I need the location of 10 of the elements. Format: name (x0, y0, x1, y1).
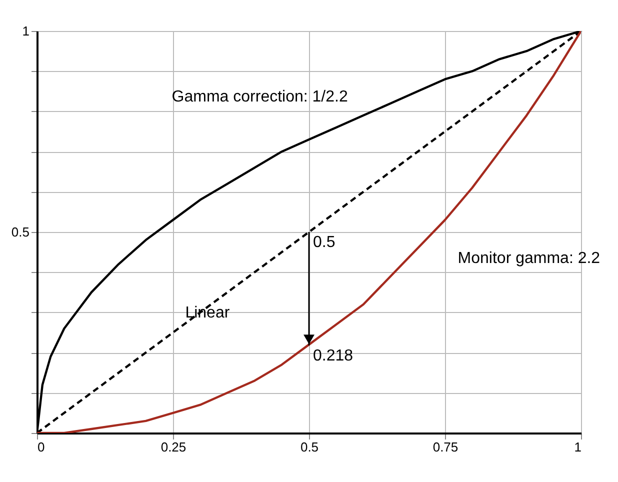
x-tick-label: 0.75 (432, 440, 458, 454)
x-tick-label: 0.5 (300, 440, 319, 454)
series-label: Linear (185, 304, 230, 322)
annotation: 0.5 (313, 234, 336, 251)
x-tick-label: 0.25 (160, 440, 186, 454)
series-label: Gamma correction: 1/2.2 (172, 88, 348, 106)
annotation: 0.218 (313, 347, 354, 364)
x-tick-label: 0 (38, 440, 45, 454)
x-tick-label: 1 (574, 440, 582, 454)
series-label: Monitor gamma: 2.2 (458, 250, 600, 268)
